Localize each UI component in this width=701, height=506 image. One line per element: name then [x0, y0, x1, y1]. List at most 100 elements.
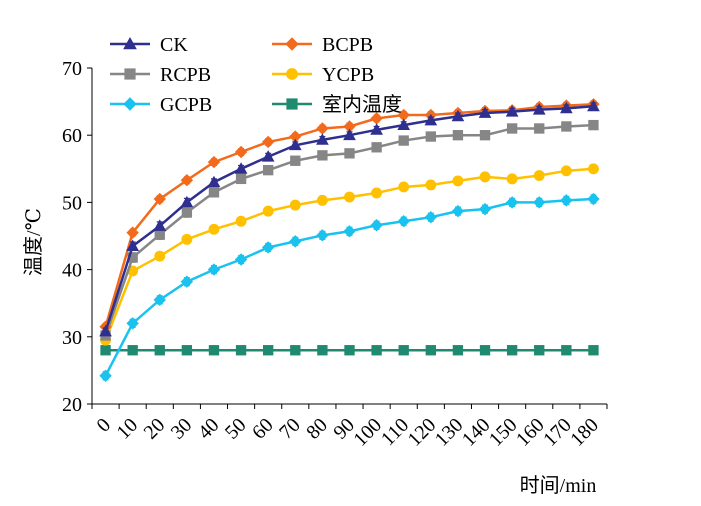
data-point [235, 345, 247, 356]
data-point [317, 345, 328, 356]
data-point [127, 345, 138, 356]
series-CK [99, 99, 600, 337]
y-tick-label: 50 [62, 192, 82, 214]
data-point [180, 174, 194, 187]
x-tick-label: 50 [221, 414, 251, 444]
x-tick-label: 30 [167, 414, 197, 444]
data-point [587, 163, 599, 175]
x-tick-label: 80 [302, 414, 332, 444]
data-point [316, 122, 329, 135]
legend-label: YCPB [322, 64, 374, 86]
data-point [505, 105, 519, 117]
data-point [261, 150, 275, 162]
data-point [588, 119, 599, 131]
data-point [560, 194, 573, 207]
data-point [506, 173, 518, 185]
data-point [207, 155, 221, 169]
data-point [234, 253, 248, 266]
series-layer [99, 98, 600, 382]
data-point [289, 199, 301, 211]
y-tick-label: 30 [62, 327, 82, 349]
x-axis-title: 时间/min [520, 474, 597, 497]
data-point [126, 226, 139, 239]
data-point [123, 36, 137, 50]
y-tick-label: 20 [62, 394, 82, 416]
data-point [560, 165, 572, 177]
data-point [479, 130, 491, 141]
data-point [425, 345, 436, 356]
data-point [532, 103, 546, 115]
data-point [371, 142, 382, 153]
series-GCPB [99, 192, 600, 382]
data-point [397, 215, 410, 228]
data-point [126, 239, 140, 251]
data-point [99, 369, 112, 382]
data-point [533, 170, 545, 181]
data-point [181, 207, 193, 218]
data-point [207, 263, 221, 276]
data-point [285, 37, 299, 51]
data-point [235, 173, 247, 185]
data-point [154, 250, 166, 262]
data-point [424, 113, 438, 126]
x-tick-label: 40 [194, 414, 224, 444]
data-point [181, 345, 193, 356]
data-point [398, 181, 410, 193]
x-tick-label: 70 [275, 414, 305, 444]
data-point [154, 345, 165, 356]
data-point [478, 202, 492, 216]
data-point [533, 196, 546, 209]
x-tick-label: 10 [112, 414, 142, 444]
data-point [370, 123, 383, 135]
data-point [588, 345, 599, 356]
data-point [286, 98, 298, 110]
data-point [153, 192, 166, 206]
data-point [479, 345, 491, 356]
data-point [452, 130, 464, 141]
data-point [180, 275, 194, 288]
axes: 2030405060700102030405060708090100110120… [62, 58, 608, 451]
data-point [343, 128, 356, 141]
data-point [587, 192, 600, 206]
data-point [317, 150, 328, 161]
y-tick-label: 40 [62, 260, 82, 282]
x-tick-label: 60 [248, 414, 278, 444]
data-point [234, 145, 248, 159]
data-point [371, 187, 383, 199]
data-point [534, 345, 545, 356]
data-point [234, 162, 248, 174]
data-point [208, 345, 220, 356]
legend-label: BCPB [322, 34, 373, 56]
data-point [286, 68, 298, 80]
legend-label: 室内温度 [322, 93, 402, 116]
x-tick-label: 20 [140, 414, 170, 444]
legend-item: 室内温度 [272, 93, 402, 116]
data-point [290, 155, 301, 166]
data-point [288, 138, 302, 151]
data-point [261, 135, 275, 149]
x-tick-label: 180 [566, 414, 603, 451]
data-point [123, 97, 137, 111]
data-point [370, 219, 383, 232]
data-point [398, 135, 409, 146]
data-point [534, 123, 545, 134]
data-point [425, 179, 437, 191]
data-point [561, 121, 572, 132]
data-point [506, 123, 518, 134]
data-point [587, 99, 600, 112]
data-point [479, 171, 491, 183]
series-室内温度 [100, 345, 599, 356]
data-point [344, 345, 355, 356]
data-point [154, 229, 165, 240]
data-point [208, 223, 220, 235]
data-point [124, 68, 136, 80]
data-point [424, 210, 438, 224]
legend-item: GCPB [110, 94, 212, 116]
data-point [371, 345, 382, 356]
x-tick-label: 0 [92, 414, 115, 437]
data-point [425, 131, 436, 142]
data-point [263, 345, 274, 356]
data-point [452, 345, 464, 356]
